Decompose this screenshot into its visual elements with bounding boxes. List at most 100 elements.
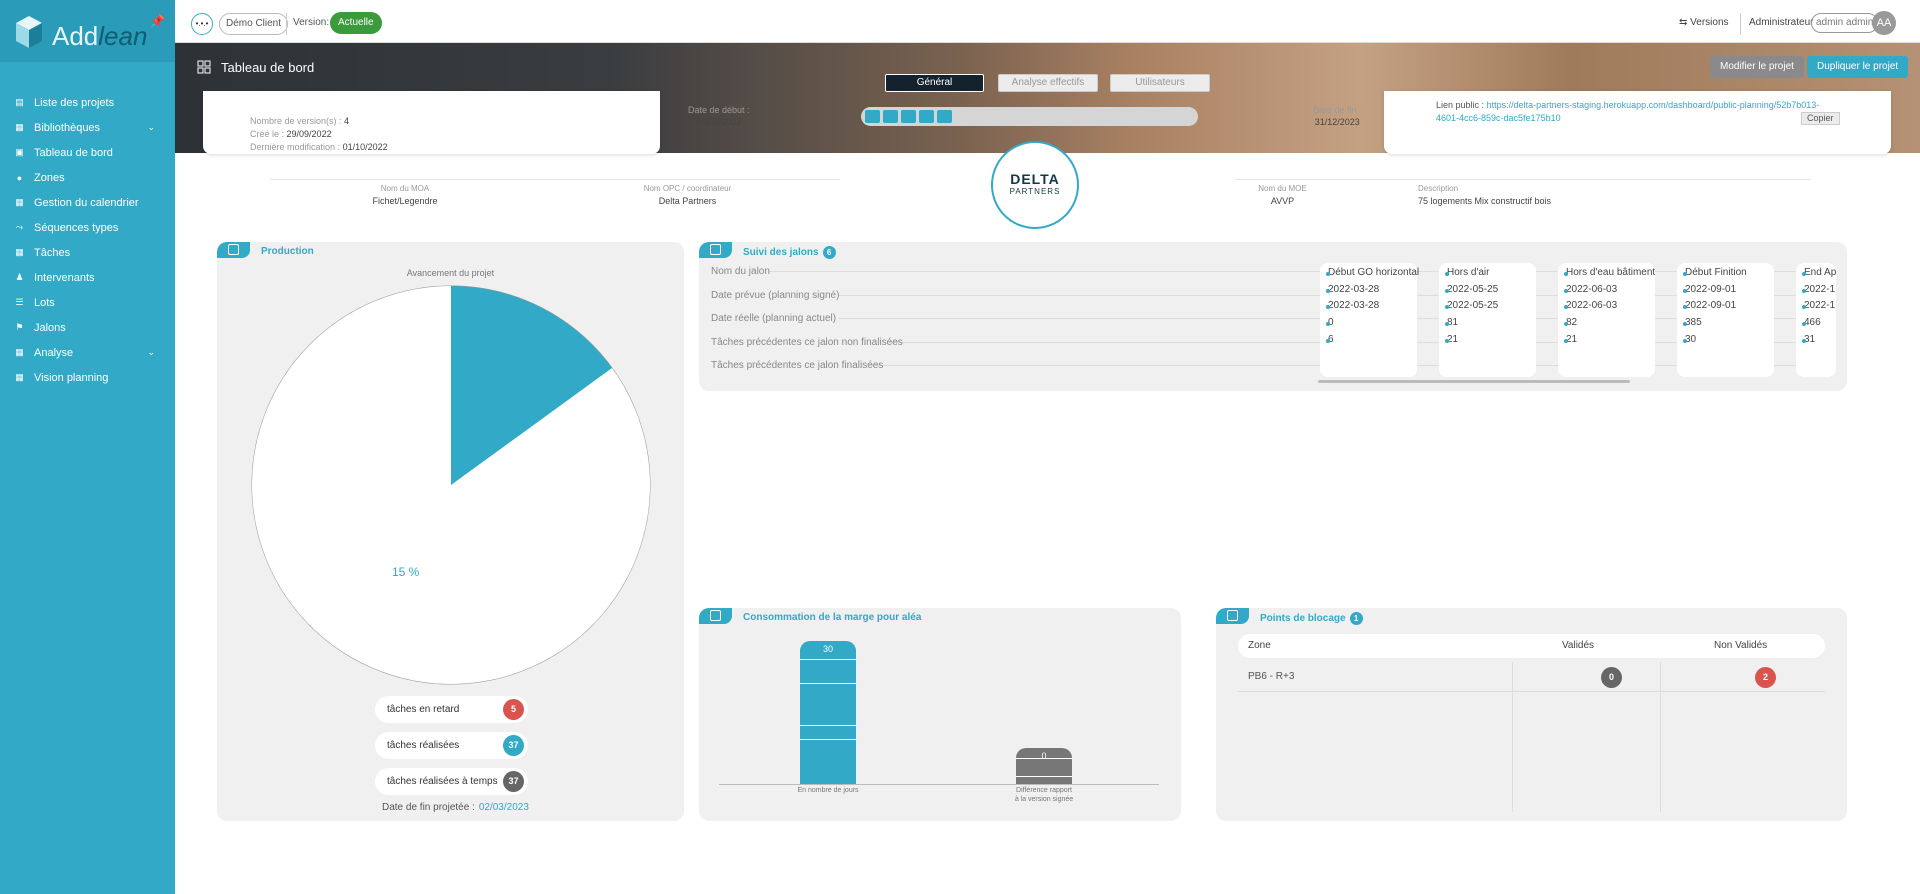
user-name[interactable]: admin admin — [1811, 13, 1879, 33]
divider — [1660, 662, 1661, 812]
start-date-value: 01/01/2022 — [696, 117, 742, 127]
horizontal-scrollbar[interactable] — [1318, 380, 1630, 383]
milestone-cell-name: Début Finition — [1683, 267, 1747, 278]
tab-utilisateurs[interactable]: Utilisateurs — [1110, 74, 1210, 92]
milestone-dot — [1326, 272, 1330, 276]
stat-late-tasks: tâches en retard 5 — [375, 696, 528, 723]
sidebar-item-jalons[interactable]: ⚑ Jalons — [0, 315, 175, 340]
sidebar-item-intervenants[interactable]: ♟ Intervenants — [0, 265, 175, 290]
milestone-column: Début Finition 2022-09-01 2022-09-01 385 30 — [1677, 263, 1774, 377]
milestone-dot — [1683, 305, 1687, 309]
copy-button[interactable]: Copier — [1801, 112, 1840, 125]
milestone-cell-actual: 2022-06-03 — [1564, 300, 1618, 311]
milestone-column: End Appar 2022-1 2022-1 466 31 — [1796, 263, 1836, 377]
milestone-dot — [1564, 305, 1568, 309]
table-row[interactable]: PB6 - R+3 0 2 — [1238, 662, 1825, 692]
avatar[interactable]: AA — [1872, 11, 1896, 35]
panel-title: Points de blocage 1 — [1260, 612, 1363, 625]
milestone-cell-final: 6 — [1326, 334, 1334, 345]
lots-icon: ☰ — [15, 297, 24, 307]
sidebar-item-tableau-de-bord[interactable]: ▣ Tableau de bord — [0, 140, 175, 165]
project-info-card: Nombre de version(s) : 4 Créé le : 29/09… — [203, 91, 660, 154]
milestone-cell-name: End Appar — [1802, 267, 1836, 278]
milestone-column: Hors d'eau bâtiment 2022-06-03 2022-06-03 8… — [1558, 263, 1655, 377]
copy-icon — [710, 610, 721, 621]
sidebar-item-liste-projets[interactable]: ▤ Liste des projets — [0, 90, 175, 115]
chart-subtitle: Avancement du projet — [406, 268, 495, 278]
pin-icon[interactable]: 📌 — [150, 14, 165, 28]
milestone-cell-final: 21 — [1564, 334, 1578, 345]
tab-analyse-effectifs[interactable]: Analyse effectifs — [998, 74, 1098, 92]
modify-project-button[interactable]: Modifier le projet — [1710, 56, 1804, 78]
sidebar-item-vision-planning[interactable]: ▦ Vision planning — [0, 365, 175, 390]
bar-category-label: Différence rapport à la version signée — [1014, 787, 1074, 803]
panel-tab — [699, 242, 732, 258]
location-pin-icon: ● — [16, 172, 23, 183]
milestone-cell-actual: 2022-05-25 — [1445, 300, 1499, 311]
sidebar-item-label: Liste des projets — [34, 96, 115, 109]
milestone-cell-actual: 2022-1 — [1802, 300, 1836, 311]
milestone-cell-actual: 2022-09-01 — [1683, 300, 1737, 311]
logo-cube-icon — [16, 16, 42, 48]
tasks-icon: ▦ — [15, 247, 24, 257]
sidebar-item-analyse[interactable]: ▦ Analyse ⌄ — [0, 340, 175, 365]
library-icon: ▦ — [15, 122, 24, 132]
divider — [270, 179, 840, 180]
count-badge: 6 — [822, 246, 836, 259]
milestone-dot — [1683, 272, 1687, 276]
sidebar-item-label: Tâches — [34, 246, 71, 259]
client-selector[interactable]: Démo Client — [219, 13, 289, 35]
milestone-cell-non-final: 0 — [1326, 317, 1334, 328]
bar-0: 30 — [800, 641, 856, 784]
version-label: Version: — [293, 17, 330, 28]
milestone-dot — [1683, 339, 1687, 343]
projected-end-date: Date de fin projetée :02/03/2023 — [382, 802, 529, 813]
column-header: Validés — [1562, 640, 1595, 651]
column-header: Zone — [1248, 640, 1271, 651]
milestone-cell-planned: 2022-1 — [1802, 284, 1836, 295]
milestone-cell-non-final: 82 — [1564, 317, 1578, 328]
duplicate-project-button[interactable]: Dupliquer le projet — [1807, 56, 1909, 78]
versions-link[interactable]: ⇆ Versions — [1679, 17, 1729, 28]
panel-title: Suivi des jalons 6 — [743, 246, 836, 259]
progress-segment — [901, 110, 916, 123]
milestone-cell-name: Hors d'eau bâtiment — [1564, 267, 1656, 278]
versions-icon: ⇆ — [1679, 17, 1691, 28]
sidebar-item-calendrier[interactable]: ▦ Gestion du calendrier — [0, 190, 175, 215]
app-logo[interactable]: Addlean 📌 — [0, 0, 175, 62]
start-date: Date de début : 01/01/2022 — [688, 105, 750, 127]
progress-segment — [919, 110, 934, 123]
margin-consumption-panel: Consommation de la marge pour aléa 30 0 En… — [699, 608, 1181, 821]
user-role: Administrateur — [1749, 17, 1814, 28]
milestone-cell-planned: 2022-06-03 — [1564, 284, 1618, 295]
sidebar-item-lots[interactable]: ☰ Lots — [0, 290, 175, 315]
milestone-dot — [1326, 339, 1330, 343]
milestone-dot — [1445, 272, 1449, 276]
milestone-cell-planned: 2022-03-28 — [1326, 284, 1380, 295]
milestone-dot — [1564, 289, 1568, 293]
top-bar: •.•.• Démo Client Version: Actuelle ⇆ Ve… — [175, 5, 1920, 43]
bar-category-label: En nombre de jours — [797, 787, 859, 794]
sidebar-item-zones[interactable]: ● Zones — [0, 165, 175, 190]
column-header: Non Validés — [1714, 640, 1768, 651]
bar-1: 0 — [1016, 748, 1072, 784]
table-header: Zone Validés Non Validés — [1238, 634, 1825, 658]
sidebar-item-bibliotheques[interactable]: ▦ Bibliothèques ⌄ — [0, 115, 175, 140]
project-menu-button[interactable]: •.•.• — [191, 13, 213, 35]
public-link[interactable]: https://delta-partners-staging.herokuapp… — [1486, 100, 1820, 110]
tab-general[interactable]: Général — [885, 74, 984, 92]
sidebar-item-taches[interactable]: ▦ Tâches — [0, 240, 175, 265]
row-label: Date réelle (planning actuel) — [711, 313, 837, 324]
sidebar-item-sequences[interactable]: ⤳ Séquences types — [0, 215, 175, 240]
count-badge: 1 — [1349, 612, 1363, 625]
copy-icon — [1227, 610, 1238, 621]
copy-icon — [710, 244, 721, 255]
row-label: Tâches précédentes ce jalon non finalisé… — [711, 337, 903, 348]
stat-count: 5 — [503, 699, 524, 720]
milestone-dot — [1802, 272, 1806, 276]
sidebar-item-label: Gestion du calendrier — [34, 196, 139, 209]
stat-ontime-tasks: tâches réalisées à temps 37 — [375, 768, 528, 795]
version-badge[interactable]: Actuelle — [330, 12, 382, 34]
progress-pie-chart — [251, 285, 651, 685]
sidebar-item-label: Zones — [34, 171, 65, 184]
